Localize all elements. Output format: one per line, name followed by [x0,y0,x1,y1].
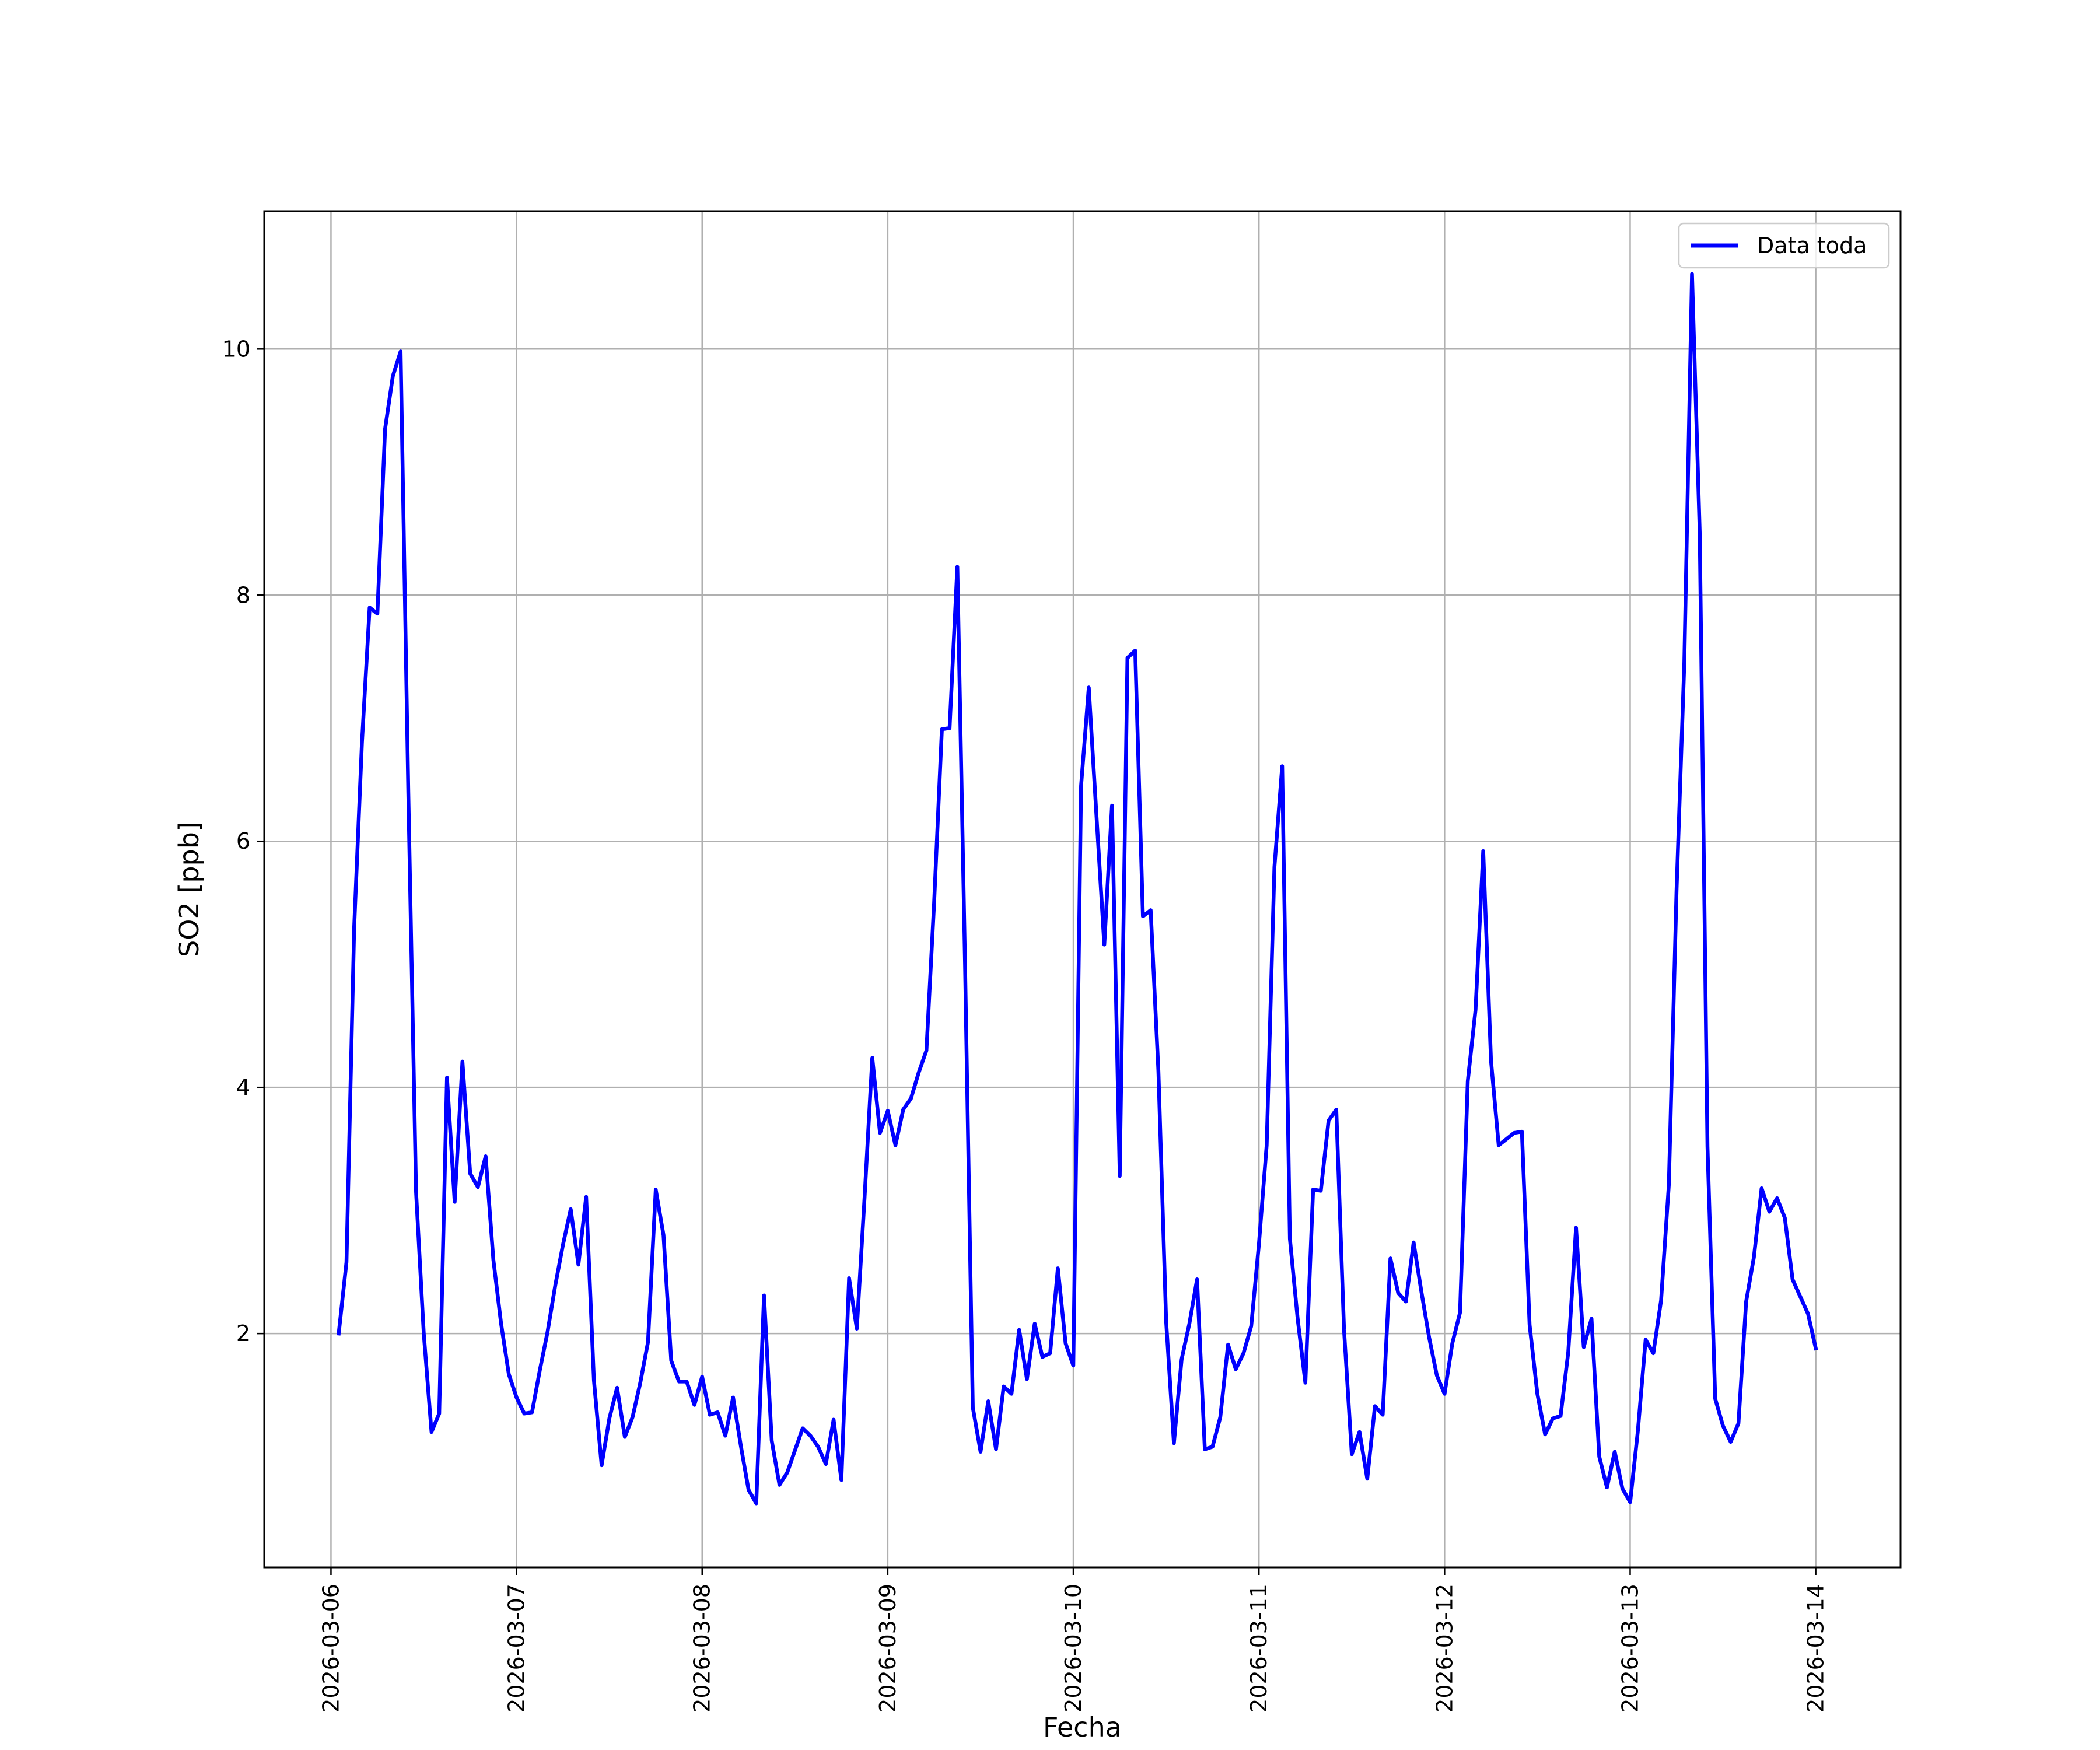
x-tick-label: 2026-03-14 [1803,1584,1829,1713]
legend-box [1678,222,1890,269]
x-tick-label: 2026-03-09 [875,1584,901,1713]
x-tick-label: 2026-03-13 [1617,1584,1643,1713]
x-tick-label: 2026-03-06 [318,1584,344,1713]
plot-area-frame [263,210,1902,1569]
x-tick-label: 2026-03-12 [1432,1584,1457,1713]
x-tick-label: 2026-03-11 [1246,1584,1272,1713]
x-tick-label: 2026-03-08 [690,1584,715,1713]
x-axis-title: Fecha [1043,1712,1122,1743]
y-tick-label: 6 [236,828,250,854]
y-tick-label: 2 [236,1321,250,1346]
legend: Data toda [1678,222,1890,269]
y-axis: 2 4 6 8 10 [222,336,264,1346]
y-tick-label: 4 [236,1074,250,1100]
legend-label: Data toda [1757,233,1867,258]
series-layer [337,272,1818,1506]
series-line-0 [337,272,1818,1506]
y-axis-title: SO2 [ppb] [173,821,205,957]
x-tick-label: 2026-03-07 [504,1584,530,1713]
x-axis: 2026-03-06 2026-03-07 2026-03-08 2026-03-09… [318,1567,1829,1713]
y-tick-label: 10 [222,336,250,362]
y-tick-label: 8 [236,582,250,608]
gridlines [264,211,1901,1567]
x-tick-label: 2026-03-10 [1060,1584,1086,1713]
